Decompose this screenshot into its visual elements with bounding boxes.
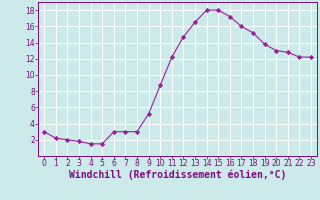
X-axis label: Windchill (Refroidissement éolien,°C): Windchill (Refroidissement éolien,°C) [69,170,286,180]
